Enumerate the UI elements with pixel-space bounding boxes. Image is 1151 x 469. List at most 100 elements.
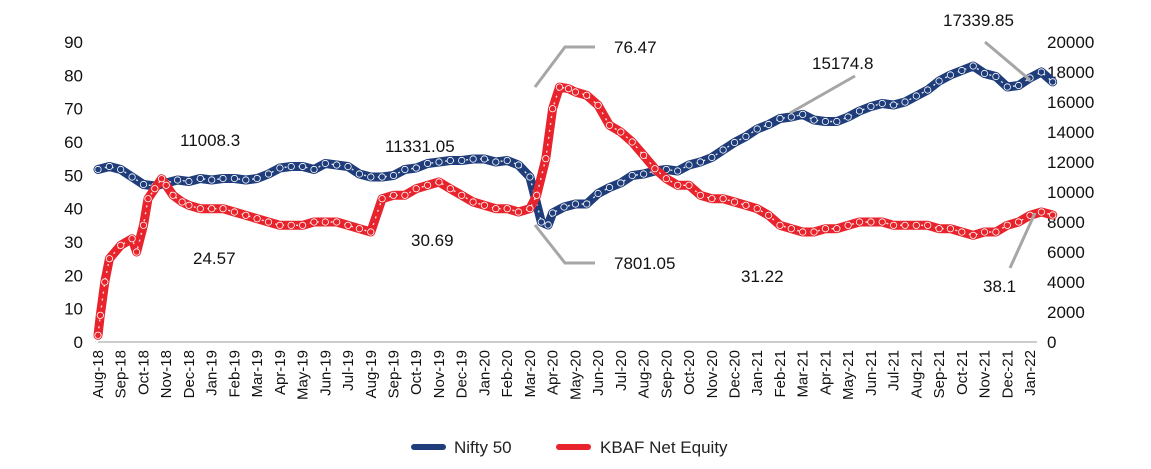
legend-item-nifty-50[interactable]: Nifty 50: [411, 438, 512, 457]
data-point: [253, 174, 261, 183]
data-point: [492, 158, 500, 166]
x-tick-label: Mar-21: [795, 350, 812, 398]
y-left-ticks: 0 10 20 30 40 50 60 70 80 90: [64, 33, 83, 352]
y-right-tick-label: 14000: [1047, 123, 1094, 142]
data-point: [333, 161, 341, 169]
data-point: [799, 110, 807, 119]
data-point: [542, 155, 550, 163]
x-tick-label: Nov-21: [977, 350, 994, 398]
annotation-kbaf-feb-21: 31.22: [741, 267, 784, 286]
data-point: [719, 146, 727, 154]
annotation-kbaf-feb-19: 24.57: [193, 249, 236, 268]
x-tick-label: Jun-21: [863, 350, 880, 396]
data-point: [133, 248, 141, 256]
data-point: [105, 162, 114, 171]
data-point: [1014, 81, 1023, 90]
annotation-leader-lines: [533, 40, 1037, 269]
y-left-tick-label: 50: [64, 166, 83, 185]
data-point: [1037, 68, 1046, 76]
x-tick-label: Dec-18: [181, 350, 198, 398]
data-point: [435, 158, 443, 166]
data-point: [344, 162, 352, 171]
data-point: [719, 195, 727, 203]
data-point: [833, 117, 841, 126]
data-point: [101, 278, 109, 286]
y-left-tick-label: 40: [64, 200, 83, 219]
annotation-kbaf-nov-19: 30.69: [411, 231, 454, 250]
data-point: [469, 155, 477, 163]
x-tick-label: Feb-20: [499, 350, 516, 398]
data-point: [378, 173, 386, 181]
annotation-nifty-mar-21: 15174.8: [812, 54, 873, 73]
x-tick-label: Oct-21: [954, 350, 971, 395]
data-point: [867, 102, 875, 111]
annotation-nifty-latest: 17339.85: [943, 11, 1014, 30]
data-point: [185, 177, 193, 186]
data-point: [662, 175, 670, 183]
y-right-tick-label: 12000: [1047, 153, 1094, 172]
data-point: [423, 181, 432, 189]
data-point: [333, 218, 341, 226]
x-tick-label: Sep-19: [386, 350, 403, 398]
x-tick-label: Dec-21: [999, 350, 1016, 398]
x-tick-label: Jan-20: [476, 350, 493, 396]
leader-line-76-47: [533, 45, 595, 88]
data-point: [537, 218, 545, 226]
data-point: [935, 77, 943, 85]
data-point: [219, 174, 227, 183]
data-point: [617, 179, 625, 187]
data-point: [151, 185, 159, 193]
data-point: [901, 221, 909, 229]
data-point: [617, 128, 625, 136]
data-point: [389, 191, 398, 199]
data-point: [696, 191, 705, 199]
data-point: [310, 218, 318, 226]
data-point: [230, 174, 238, 183]
x-tick-label: Jun-20: [590, 350, 607, 396]
x-tick-label: Feb-19: [226, 350, 243, 398]
data-point: [969, 62, 977, 70]
data-point: [799, 228, 807, 236]
data-point: [169, 191, 177, 199]
data-point: [208, 176, 216, 184]
y-right-tick-label: 4000: [1047, 273, 1085, 292]
data-point: [287, 221, 295, 229]
data-point: [253, 215, 261, 223]
x-tick-label: Aug-21: [908, 350, 925, 398]
leader-line-7801-05: [533, 224, 595, 265]
data-point: [571, 200, 580, 208]
data-point: [117, 241, 125, 249]
legend-item-kbaf-net-equity[interactable]: KBAF Net Equity: [556, 438, 728, 457]
data-point: [855, 107, 864, 115]
x-tick-label: Oct-19: [408, 350, 425, 395]
data-point: [526, 205, 534, 213]
data-point: [555, 83, 564, 91]
data-point: [776, 221, 784, 229]
x-tick-label: Sep-18: [113, 350, 130, 398]
data-point: [533, 191, 541, 199]
data-point: [844, 113, 852, 121]
data-point: [639, 170, 648, 178]
y-left-tick-label: 60: [64, 133, 83, 152]
data-point: [514, 161, 523, 169]
data-point: [446, 185, 454, 193]
x-tick-label: Oct-18: [135, 350, 152, 395]
data-point: [128, 235, 136, 243]
data-point: [378, 195, 386, 203]
data-point: [878, 99, 886, 108]
data-point: [264, 218, 273, 226]
data-point: [548, 105, 557, 113]
data-point: [158, 175, 166, 183]
data-point: [662, 165, 670, 174]
data-point: [821, 117, 830, 126]
data-point: [469, 198, 477, 206]
data-point: [787, 225, 795, 233]
data-point: [742, 201, 750, 209]
data-point: [503, 156, 511, 165]
data-point: [367, 228, 375, 236]
data-point: [969, 231, 977, 239]
data-point: [117, 165, 125, 174]
x-tick-label: Apr-19: [272, 350, 289, 395]
x-tick-label: Apr-21: [817, 350, 834, 395]
data-point: [833, 225, 841, 233]
